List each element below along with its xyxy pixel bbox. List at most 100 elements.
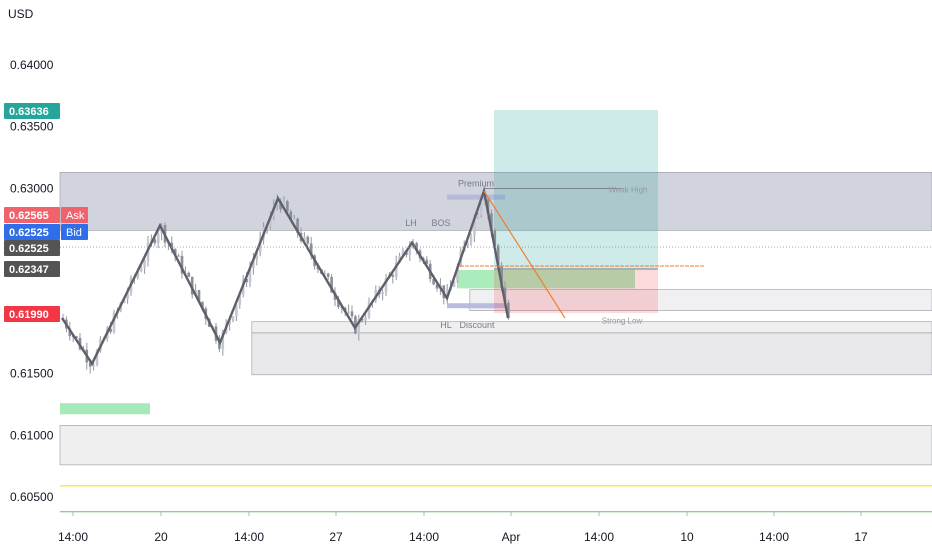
candle-body — [503, 287, 507, 303]
price-badge — [4, 103, 60, 119]
candle-body — [303, 236, 306, 241]
x-tick-label: 27 — [329, 530, 343, 544]
y-tick-label: 0.61000 — [10, 428, 54, 442]
time-axis: 14:00 20 14:00 27 14:00 Apr 14:00 10 14:00 17 — [58, 512, 868, 544]
candle-body — [479, 204, 483, 215]
candle-body — [269, 216, 272, 227]
x-tick-label: 14:00 — [584, 530, 614, 544]
fvg-zone-left — [60, 403, 150, 415]
take-profit-area[interactable] — [494, 109, 658, 270]
stop-loss-area[interactable] — [494, 269, 658, 314]
candle-body — [187, 272, 191, 277]
candle-body — [306, 236, 310, 244]
candle-body — [384, 277, 388, 293]
premium-marker — [447, 194, 505, 200]
candle-body — [326, 273, 330, 277]
candle-body — [466, 242, 469, 246]
candle-body — [109, 328, 112, 333]
candle-body — [136, 271, 140, 278]
candle-body — [88, 362, 92, 367]
price-badge-value: 0.62347 — [9, 264, 49, 276]
trend-line — [483, 190, 566, 319]
candle-body — [473, 218, 476, 236]
candle-body — [500, 266, 503, 288]
price-badge-tag-label: Bid — [66, 227, 82, 239]
candle-body — [112, 313, 116, 333]
x-tick-label: 14:00 — [759, 530, 789, 544]
candle-body — [248, 268, 252, 283]
candle-body — [493, 230, 497, 246]
candle-body — [296, 218, 299, 233]
candle-body — [282, 201, 286, 210]
candle-body — [483, 199, 486, 205]
candle-body — [194, 290, 197, 295]
candle-body — [153, 239, 157, 244]
candle-body — [435, 284, 439, 289]
x-tick-label: 14:00 — [409, 530, 439, 544]
candle-body — [364, 317, 367, 321]
candle-body — [190, 276, 194, 295]
y-tick-label: 0.60500 — [10, 490, 54, 504]
candle-body — [231, 316, 235, 321]
candle-body — [309, 243, 313, 256]
price-badge — [4, 261, 60, 277]
candle-body — [221, 332, 225, 349]
candle-body — [177, 255, 180, 257]
ob-right — [469, 289, 932, 311]
candle-body — [292, 218, 296, 220]
candle-body — [357, 318, 361, 334]
candle-body — [456, 266, 459, 281]
candle-body — [180, 255, 184, 274]
candle-body — [255, 252, 259, 261]
candle-body — [394, 262, 398, 277]
candle-body — [197, 290, 201, 302]
x-tick-label: 17 — [854, 530, 868, 544]
x-tick-label: 10 — [680, 530, 694, 544]
candle-body — [75, 336, 78, 338]
position-tool[interactable] — [494, 109, 658, 314]
candle-body — [95, 350, 99, 366]
annotation-strong-low: Strong Low — [602, 316, 643, 325]
price-badge-value: 0.61990 — [9, 309, 49, 321]
candle-body — [173, 249, 177, 256]
candle-body — [252, 260, 255, 269]
annotation-weak-high: Weak High — [609, 185, 648, 194]
candle-body — [391, 274, 395, 277]
candle-body — [415, 242, 418, 251]
x-tick-label: 14:00 — [58, 530, 88, 544]
drawings-layer: Premium LH BOS HL Discount Weak High Strong Lo… — [60, 179, 932, 367]
price-badge — [4, 224, 60, 240]
price-badge-value: 0.63636 — [9, 106, 49, 118]
candle-body — [408, 248, 412, 255]
annotation-hl: HL — [440, 320, 452, 330]
candle-body — [496, 245, 500, 267]
candle-body — [490, 213, 493, 231]
candle-body — [139, 267, 143, 272]
demand-zone-mid — [251, 332, 932, 376]
zones-layer — [59, 172, 932, 513]
price-badge-value: 0.62525 — [9, 243, 49, 255]
candle-body — [425, 259, 429, 264]
candle-body — [218, 340, 221, 349]
y-tick-label: 0.61500 — [10, 367, 54, 381]
candle-body — [469, 235, 473, 243]
annotation-lh: LH — [405, 218, 417, 228]
price-badges: 0.63636 0.62565 Ask 0.62525 Bid 0.62525 0.6234… — [4, 103, 88, 322]
candle-body — [228, 320, 231, 325]
x-tick-label: 14:00 — [234, 530, 264, 544]
candle-body — [286, 201, 289, 212]
price-badge-tag-label: Ask — [66, 210, 85, 222]
candle-body — [476, 214, 480, 219]
candle-body — [350, 311, 354, 317]
candle-body — [235, 304, 238, 317]
candle-body — [432, 279, 435, 285]
candle-body — [330, 276, 333, 293]
price-badge-tag — [61, 224, 88, 240]
candle-body — [381, 292, 384, 295]
price-badge-tag — [61, 207, 88, 223]
x-tick-label: 20 — [154, 530, 168, 544]
annotation-bos: BOS — [431, 218, 450, 228]
x-tick-label: Apr — [502, 530, 521, 544]
candle-body — [337, 299, 340, 307]
